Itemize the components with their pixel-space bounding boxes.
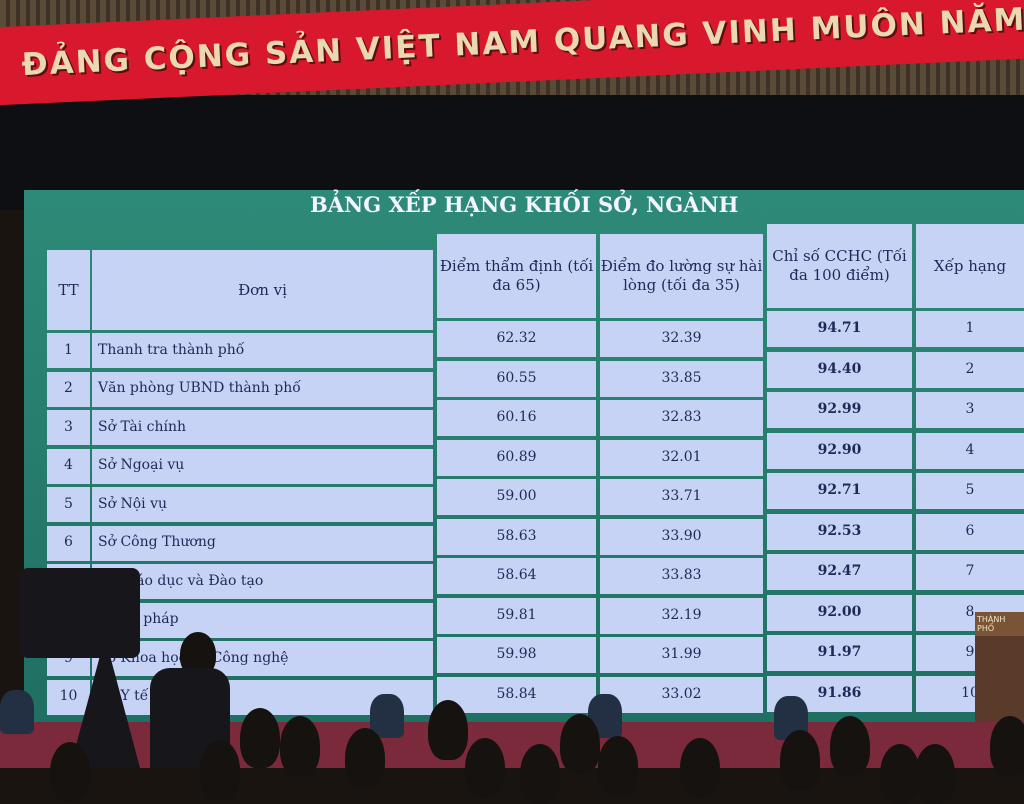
row-tt: 4 — [47, 448, 90, 484]
row-unit: Thanh tra thành phố — [92, 333, 433, 368]
row-appraisal: 60.16 — [437, 400, 596, 436]
row-unit: Sở Khoa học và Công nghệ — [92, 641, 433, 676]
row-rank: 4 — [916, 432, 1024, 469]
row-satisfaction: 33.02 — [600, 676, 763, 713]
row-tt: 1 — [47, 333, 90, 368]
audience-head — [680, 738, 720, 798]
header-appraisal: Điểm thẩm định (tối đa 65) — [437, 234, 596, 318]
row-satisfaction: 32.19 — [600, 597, 763, 634]
audience-head — [915, 744, 955, 804]
row-rank: 1 — [916, 311, 1024, 347]
stage-light — [370, 694, 404, 738]
audience-head — [560, 714, 600, 774]
row-cchc-index: 92.90 — [767, 432, 912, 469]
row-rank: 2 — [916, 351, 1024, 388]
row-rank: 7 — [916, 554, 1024, 590]
podium: THÀNH PHỐ — [975, 612, 1024, 722]
header-satisfaction: Điểm đo lường sự hài lòng (tối đa 35) — [600, 234, 763, 318]
row-appraisal: 59.98 — [437, 637, 596, 673]
row-unit: Văn phòng UBND thành phố — [92, 371, 433, 407]
row-tt: 6 — [47, 525, 90, 561]
row-cchc-index: 92.47 — [767, 554, 912, 590]
row-cchc-index: 92.71 — [767, 473, 912, 509]
row-tt: 5 — [47, 487, 90, 522]
stage-light — [0, 690, 34, 734]
row-satisfaction: 32.83 — [600, 400, 763, 436]
audience-head — [200, 740, 240, 800]
audience-head — [50, 742, 90, 802]
row-appraisal: 58.63 — [437, 518, 596, 555]
row-appraisal: 60.55 — [437, 360, 596, 397]
slide-title: BẢNG XẾP HẠNG KHỐI SỞ, NGÀNH — [310, 192, 739, 217]
header-cchc-index: Chỉ số CCHC (Tối đa 100 điểm) — [767, 224, 912, 308]
header-rank: Xếp hạng — [916, 224, 1024, 308]
row-appraisal: 59.81 — [437, 597, 596, 634]
row-satisfaction: 32.39 — [600, 321, 763, 357]
row-rank: 6 — [916, 513, 1024, 550]
audience-head — [830, 716, 870, 776]
row-cchc-index: 94.40 — [767, 351, 912, 388]
row-tt: 2 — [47, 371, 90, 407]
row-appraisal: 59.00 — [437, 479, 596, 515]
row-appraisal: 62.32 — [437, 321, 596, 357]
row-appraisal: 58.64 — [437, 558, 596, 594]
audience-head — [345, 728, 385, 788]
row-cchc-index: 92.00 — [767, 594, 912, 631]
audience-head — [240, 708, 280, 768]
row-unit: Sở Tài chính — [92, 410, 433, 445]
row-cchc-index: 92.99 — [767, 392, 912, 428]
row-unit: Sở Nội vụ — [92, 487, 433, 522]
row-unit: Sở Tư pháp — [92, 602, 433, 638]
row-satisfaction: 33.90 — [600, 518, 763, 555]
row-unit: Sở Giáo dục và Đào tạo — [92, 564, 433, 599]
row-satisfaction: 31.99 — [600, 637, 763, 673]
header-unit: Đơn vị — [92, 250, 433, 330]
audience-head — [880, 744, 920, 804]
row-tt: 10 — [47, 679, 90, 715]
row-cchc-index: 94.71 — [767, 311, 912, 347]
row-rank: 3 — [916, 392, 1024, 428]
audience-head — [780, 730, 820, 790]
row-satisfaction: 33.71 — [600, 479, 763, 515]
video-camera — [20, 568, 140, 658]
row-appraisal: 58.84 — [437, 676, 596, 713]
row-tt: 3 — [47, 410, 90, 445]
header-tt: TT — [47, 250, 90, 330]
row-satisfaction: 33.85 — [600, 360, 763, 397]
audience-head — [990, 716, 1024, 776]
audience-head — [428, 700, 468, 760]
row-unit: Sở Công Thương — [92, 525, 433, 561]
row-rank: 5 — [916, 473, 1024, 509]
audience-head — [280, 716, 320, 776]
audience-head — [598, 736, 638, 796]
row-cchc-index: 91.97 — [767, 635, 912, 671]
row-unit: Sở Ngoại vụ — [92, 448, 433, 484]
row-satisfaction: 32.01 — [600, 439, 763, 476]
row-appraisal: 60.89 — [437, 439, 596, 476]
row-cchc-index: 92.53 — [767, 513, 912, 550]
podium-sign: THÀNH PHỐ — [975, 612, 1024, 636]
audience-head — [520, 744, 560, 804]
row-satisfaction: 33.83 — [600, 558, 763, 594]
audience-head — [465, 738, 505, 798]
